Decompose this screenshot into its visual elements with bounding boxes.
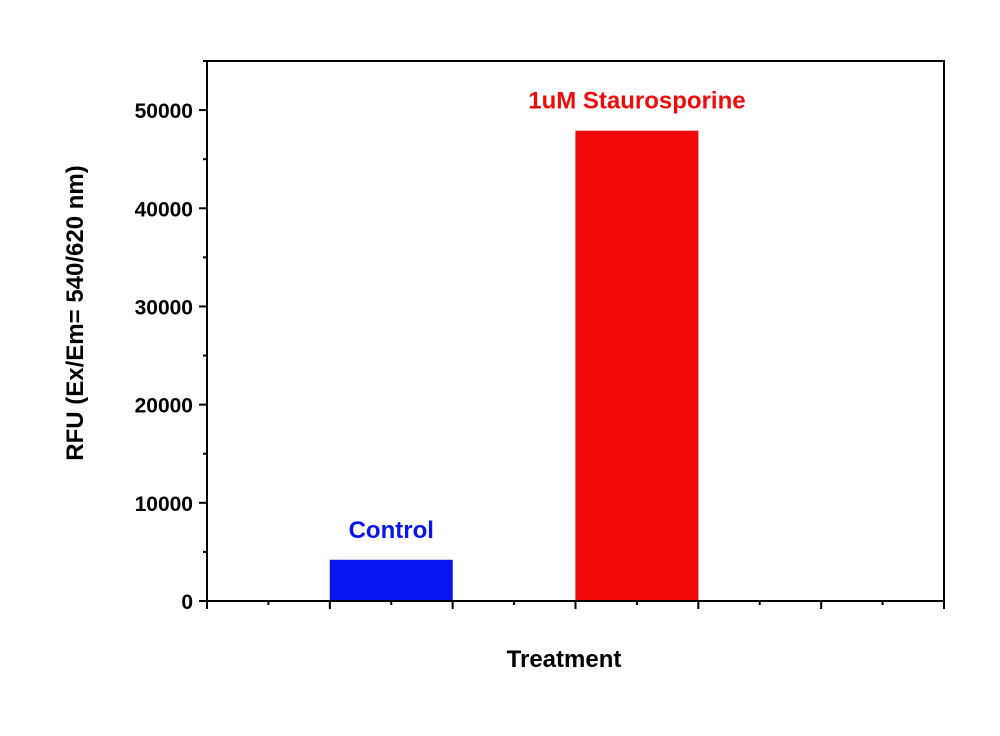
x-ticks-group	[206, 601, 945, 609]
y-tick-label: 20000	[135, 395, 193, 418]
bars-group	[329, 130, 699, 601]
x-axis-title: Treatment	[507, 646, 622, 673]
bar-1	[575, 130, 699, 601]
y-ticks-group: 0 10000 20000 30000 40000 50000	[135, 60, 207, 614]
bar-label-0: Control	[349, 517, 434, 544]
y-tick-label: 40000	[135, 198, 193, 221]
bar-labels-group: Control 1uM Staurosporine	[349, 88, 746, 544]
y-axis-title: RFU (Ex/Em= 540/620 nm)	[62, 165, 89, 460]
bar-0	[329, 559, 453, 601]
y-tick-label: 30000	[135, 296, 193, 319]
bar-label-1: 1uM Staurosporine	[528, 88, 745, 115]
y-tick-label: 0	[181, 591, 193, 614]
y-tick-label: 50000	[135, 100, 193, 123]
y-tick-label: 10000	[135, 493, 193, 516]
